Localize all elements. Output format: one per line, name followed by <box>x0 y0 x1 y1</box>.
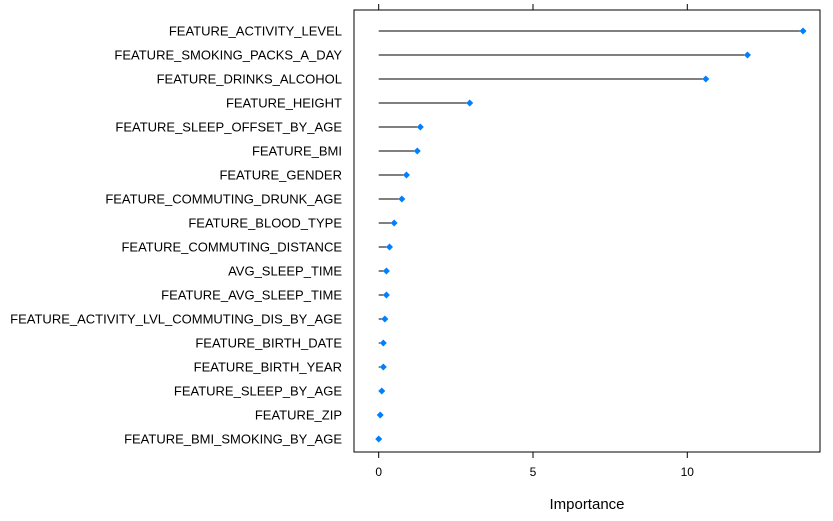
data-point <box>382 267 390 275</box>
data-point <box>385 243 393 251</box>
stems-layer <box>378 30 804 416</box>
category-label: FEATURE_SMOKING_PACKS_A_DAY <box>114 48 342 63</box>
category-label: FEATURE_ACTIVITY_LEVEL <box>169 24 342 39</box>
data-point <box>402 171 410 179</box>
data-point <box>390 219 398 227</box>
category-label: FEATURE_BMI_SMOKING_BY_AGE <box>124 432 342 447</box>
category-label: FEATURE_DRINKS_ALCOHOL <box>157 72 342 87</box>
category-label: FEATURE_COMMUTING_DISTANCE <box>121 240 342 255</box>
category-label: AVG_SLEEP_TIME <box>228 264 342 279</box>
category-label: FEATURE_HEIGHT <box>226 96 342 111</box>
x-tick-label: 0 <box>375 465 382 479</box>
category-label: FEATURE_ACTIVITY_LVL_COMMUTING_DIS_BY_AG… <box>10 312 342 327</box>
x-tick-label: 10 <box>681 465 695 479</box>
data-point <box>743 51 751 59</box>
category-label: FEATURE_COMMUTING_DRUNK_AGE <box>105 192 342 207</box>
data-point <box>379 339 387 347</box>
category-label: FEATURE_AVG_SLEEP_TIME <box>161 288 342 303</box>
category-labels: FEATURE_ACTIVITY_LEVEL FEATURE_SMOKING_PA… <box>10 24 342 447</box>
plot-frame <box>353 9 821 453</box>
ticks-layer: 0 5 10 <box>375 4 694 479</box>
data-point <box>378 387 386 395</box>
category-label: FEATURE_BLOOD_TYPE <box>188 216 342 231</box>
category-label: FEATURE_GENDER <box>219 168 342 183</box>
data-point <box>398 195 406 203</box>
data-point <box>381 315 389 323</box>
data-point <box>416 123 424 131</box>
x-tick-label: 5 <box>530 465 537 479</box>
category-label: FEATURE_BMI <box>252 144 342 159</box>
category-label: FEATURE_BIRTH_YEAR <box>194 360 342 375</box>
category-label: FEATURE_ZIP <box>255 408 342 423</box>
data-point <box>799 27 807 35</box>
data-point <box>376 411 384 419</box>
category-label: FEATURE_SLEEP_BY_AGE <box>174 384 342 399</box>
data-point <box>702 75 710 83</box>
data-point <box>413 147 421 155</box>
category-label: FEATURE_BIRTH_DATE <box>195 336 342 351</box>
points-layer <box>375 27 807 443</box>
data-point <box>379 363 387 371</box>
data-point <box>382 291 390 299</box>
data-point <box>466 99 474 107</box>
category-label: FEATURE_SLEEP_OFFSET_BY_AGE <box>115 120 342 135</box>
x-axis-title: Importance <box>549 496 624 513</box>
data-point <box>375 435 383 443</box>
